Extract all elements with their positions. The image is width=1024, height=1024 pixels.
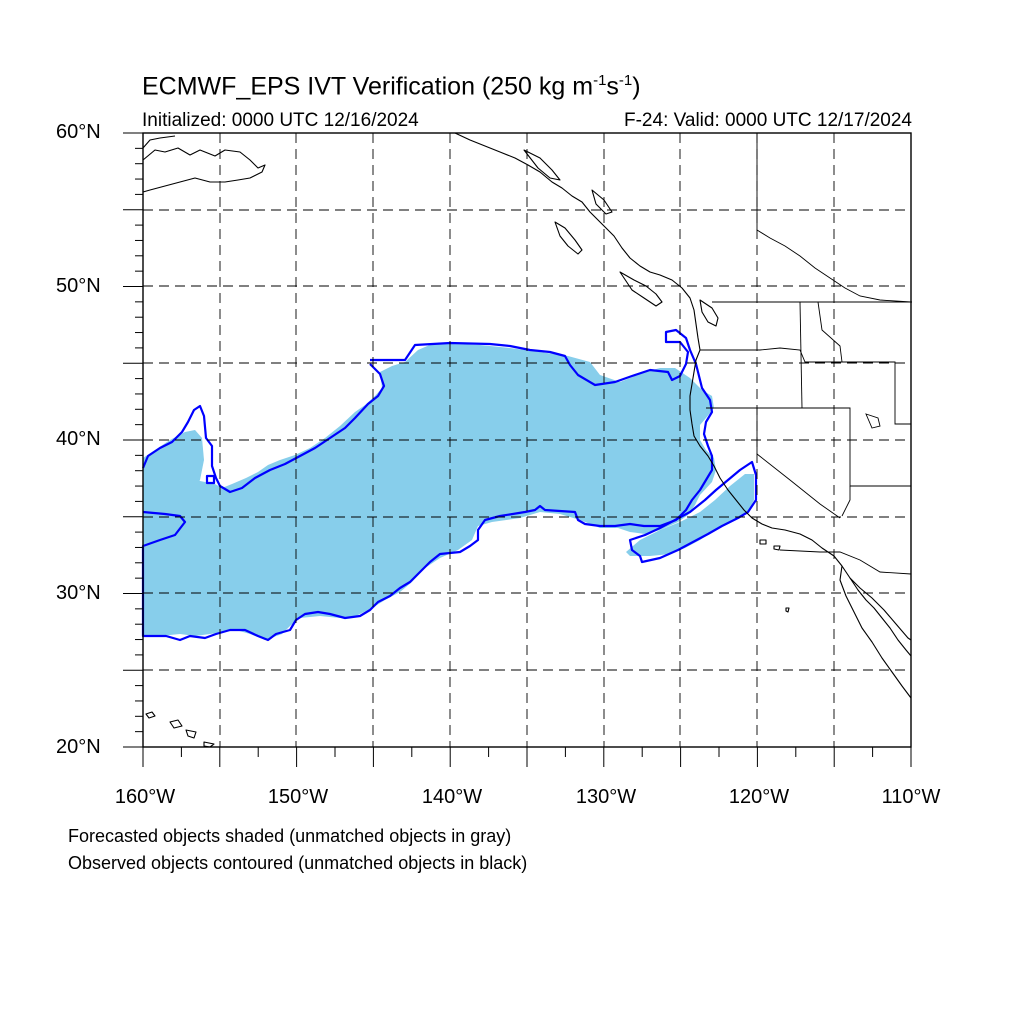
x-tick-label-130w: 130°W <box>575 786 637 808</box>
forecast-object-main <box>143 344 716 640</box>
y-tick-label-20n: 20°N <box>56 736 101 758</box>
observed-object-main <box>141 328 714 642</box>
y-tick-label-60n: 60°N <box>56 121 101 143</box>
x-tick-label-160w: 160°W <box>114 786 176 808</box>
observed-object-southeast <box>628 460 758 564</box>
x-tick-label-150w: 150°W <box>267 786 329 808</box>
borders <box>700 133 912 575</box>
x-tick-label-120w: 120°W <box>728 786 790 808</box>
y-tick-label-50n: 50°N <box>56 275 101 297</box>
coastlines <box>142 132 912 748</box>
gridlines <box>143 133 911 747</box>
axis-ticks <box>123 132 912 767</box>
y-tick-label-30n: 30°N <box>56 582 101 604</box>
forecast-object-southeast <box>626 474 754 556</box>
observed-object-upper-left <box>141 363 386 494</box>
init-time-label: Initialized: 0000 UTC 12/16/2024 <box>142 110 419 131</box>
observed-objects <box>141 328 758 642</box>
valid-time-label: F-24: Valid: 0000 UTC 12/17/2024 <box>624 110 912 131</box>
footnote-forecast: Forecasted objects shaded (unmatched obj… <box>68 826 512 846</box>
observed-object-small-box <box>205 474 216 485</box>
y-tick-label-40n: 40°N <box>56 428 101 450</box>
x-tick-label-110w: 110°W <box>881 786 941 808</box>
chart-title: ECMWF_EPS IVT Verification (250 kg m-1s-… <box>142 72 641 101</box>
footnote-observed: Observed objects contoured (unmatched ob… <box>68 853 528 873</box>
x-tick-label-140w: 140°W <box>421 786 483 808</box>
